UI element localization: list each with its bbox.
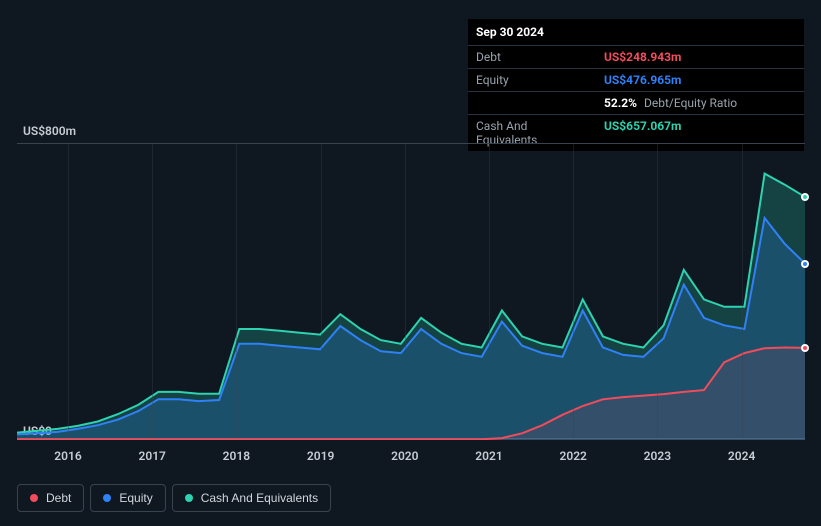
x-axis-year: 2023 bbox=[644, 449, 671, 463]
tooltip-label: Equity bbox=[468, 69, 596, 91]
tooltip-ratio-pct: 52.2% bbox=[604, 96, 637, 110]
tooltip-ratio: 52.2% Debt/Equity Ratio bbox=[596, 92, 804, 114]
legend-label: Cash And Equivalents bbox=[201, 491, 318, 505]
tooltip-card: Sep 30 2024 Debt US$248.943m Equity US$4… bbox=[468, 19, 804, 151]
chart-svg bbox=[17, 144, 805, 440]
series-endpoint-cash bbox=[801, 193, 809, 201]
y-axis-label-top: US$800m bbox=[23, 124, 76, 138]
x-axis-year: 2024 bbox=[728, 449, 755, 463]
tooltip-label: Debt bbox=[468, 46, 596, 68]
x-axis-year: 2019 bbox=[307, 449, 334, 463]
legend-label: Debt bbox=[46, 491, 71, 505]
tooltip-date: Sep 30 2024 bbox=[468, 19, 804, 46]
chart-plot-area bbox=[17, 143, 805, 439]
legend-swatch bbox=[30, 494, 38, 502]
tooltip-value: US$248.943m bbox=[596, 46, 804, 68]
legend-swatch bbox=[103, 494, 111, 502]
x-axis-year: 2022 bbox=[559, 449, 586, 463]
tooltip-ratio-txt: Debt/Equity Ratio bbox=[644, 96, 737, 110]
legend-label: Equity bbox=[119, 491, 152, 505]
legend-button-equity[interactable]: Equity bbox=[90, 484, 165, 512]
x-axis-year: 2021 bbox=[475, 449, 502, 463]
tooltip-row: Equity US$476.965m bbox=[468, 69, 804, 92]
legend-button-debt[interactable]: Debt bbox=[17, 484, 84, 512]
tooltip-row: Debt US$248.943m bbox=[468, 46, 804, 69]
x-axis-year: 2016 bbox=[54, 449, 81, 463]
x-axis-year: 2020 bbox=[391, 449, 418, 463]
x-axis-year: 2018 bbox=[223, 449, 250, 463]
legend-button-cash[interactable]: Cash And Equivalents bbox=[172, 484, 331, 512]
tooltip-label bbox=[468, 92, 596, 114]
series-endpoint-equity bbox=[801, 260, 809, 268]
legend: Debt Equity Cash And Equivalents bbox=[17, 484, 331, 512]
x-axis-year: 2017 bbox=[138, 449, 165, 463]
tooltip-value: US$476.965m bbox=[596, 69, 804, 91]
tooltip-row: 52.2% Debt/Equity Ratio bbox=[468, 92, 804, 115]
legend-swatch bbox=[185, 494, 193, 502]
series-endpoint-debt bbox=[801, 344, 809, 352]
